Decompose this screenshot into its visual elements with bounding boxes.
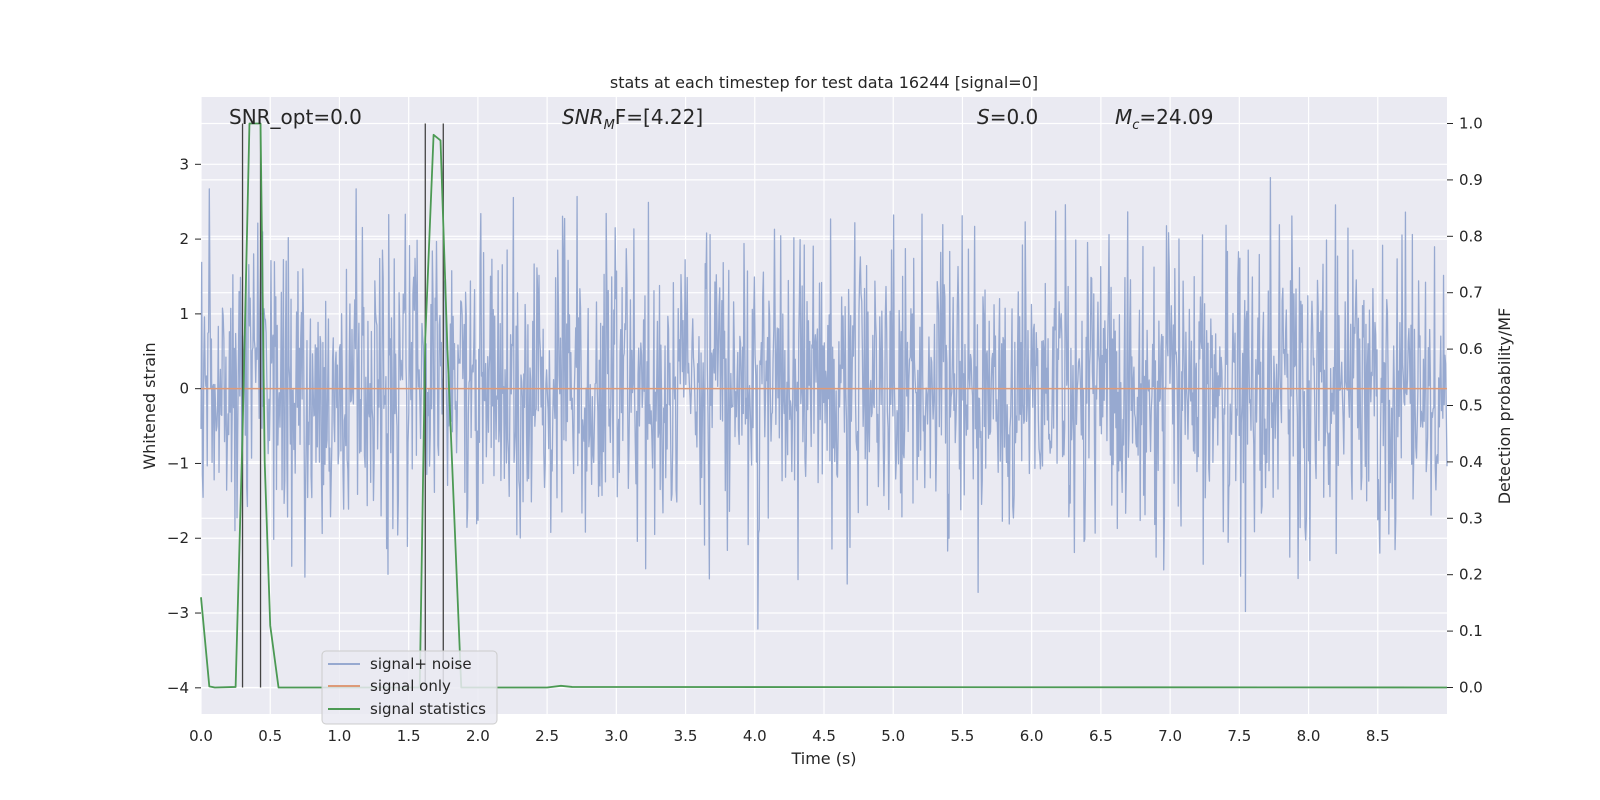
snr-opt-label: SNR_opt=0.0 [229,105,362,129]
legend-label-signal-statistics: signal statistics [370,700,486,718]
y-right-tick-label: 0.9 [1459,171,1483,189]
mc-base: M [1115,105,1132,129]
y-right-tick-label: 0.3 [1459,509,1483,527]
s-label: S=0.0 [977,105,1038,129]
x-axis-ticks: 0.0 0.5 1.0 1.5 2.0 2.5 3.0 3.5 4.0 4.5 5.0 5.5 6.0 6… [189,727,1390,745]
mc-subscript: c [1132,118,1139,133]
y-right-tick-label: 0.1 [1459,622,1483,640]
y-left-tick-label: 3 [179,155,189,173]
legend-box [321,650,498,725]
x-tick-label: 0.5 [258,727,282,745]
x-tick-label: 4.0 [743,727,767,745]
y-right-tick-label: 0.2 [1459,566,1483,584]
x-tick-label: 6.0 [1020,727,1044,745]
x-tick-label: 8.0 [1297,727,1321,745]
legend: signal+ noise signal only signal statist… [321,650,498,725]
x-tick-label: 4.5 [812,727,836,745]
x-tick-label: 5.5 [951,727,975,745]
y-left-axis-title: Whitened strain [140,342,159,469]
x-axis-title: Time (s) [790,749,856,768]
y-left-tick-label: −3 [167,604,189,622]
signal-noise-series [200,176,1448,630]
y-right-tick-label: 0.6 [1459,340,1483,358]
y-left-tick-label: 1 [179,305,189,323]
x-tick-label: 0.0 [189,727,213,745]
mc-value: =24.09 [1139,105,1213,129]
y-left-tick-label: 0 [179,380,189,398]
signal-statistics-line [200,122,1448,689]
s-value: =0.0 [990,105,1039,129]
x-tick-label: 5.0 [881,727,905,745]
snr-mf-subscript: M [604,118,615,133]
y-right-tick-label: 0.5 [1459,397,1483,415]
y-right-tick-label: 0.7 [1459,284,1483,302]
y-left-tick-label: −2 [167,529,189,547]
y-left-tick-label: −1 [167,454,189,472]
mc-label: Mc=24.09 [1115,105,1213,133]
y-right-tick-label: 0.8 [1459,227,1483,245]
x-tick-label: 1.5 [397,727,421,745]
signal-statistics-series [200,122,1448,689]
snr-mf-base: SNR [562,105,604,129]
y-right-axis-ticks: 1.0 0.9 0.8 0.7 0.6 0.5 0.4 0.3 0.2 0.1 0.0 [1447,115,1483,696]
x-tick-label: 7.0 [1158,727,1182,745]
signal-noise-line [200,176,1448,630]
snr-mf-value: F=[4.22] [615,105,703,129]
y-right-axis-title: Detection probability/MF [1495,308,1514,505]
legend-label-signal-noise: signal+ noise [370,655,472,673]
y-left-axis-ticks: 3 2 1 0 −1 −2 −3 −4 [167,155,201,697]
x-tick-label: 3.5 [674,727,698,745]
y-right-tick-label: 0.4 [1459,453,1483,471]
y-left-tick-label: 2 [179,230,189,248]
x-tick-label: 1.0 [328,727,352,745]
x-tick-label: 6.5 [1089,727,1113,745]
x-tick-label: 3.0 [604,727,628,745]
x-tick-label: 2.5 [535,727,559,745]
y-right-tick-label: 1.0 [1459,115,1483,133]
x-tick-label: 2.0 [466,727,490,745]
x-tick-label: 8.5 [1366,727,1390,745]
legend-label-signal-only: signal only [370,677,451,695]
snr-mf-label: SNRMF=[4.22] [562,105,703,133]
s-var: S [977,105,990,129]
x-tick-label: 7.5 [1227,727,1251,745]
chart-title: stats at each timestep for test data 162… [610,73,1038,92]
y-right-tick-label: 0.0 [1459,678,1483,696]
y-left-tick-label: −4 [167,679,189,697]
